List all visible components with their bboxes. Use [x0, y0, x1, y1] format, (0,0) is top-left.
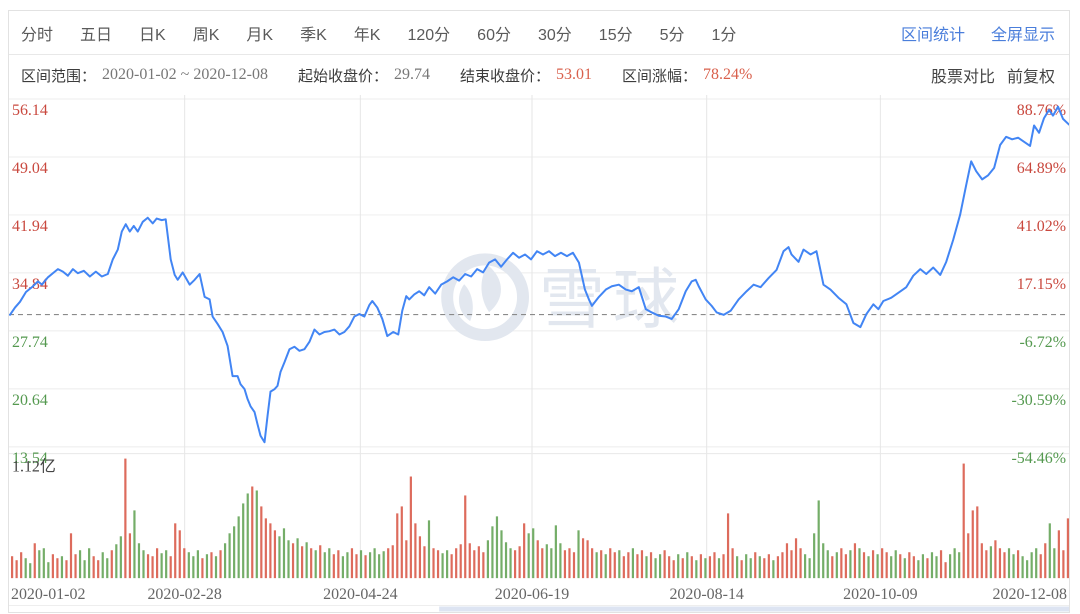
- range-stats-row: 区间范围： 2020-01-02 ~ 2020-12-08 起始收盘价： 29.…: [9, 55, 1069, 95]
- svg-text:64.89%: 64.89%: [1017, 160, 1066, 177]
- change-label: 区间涨幅：: [622, 67, 698, 85]
- svg-text:27.74: 27.74: [12, 334, 48, 351]
- range-stats: 区间范围： 2020-01-02 ~ 2020-12-08 起始收盘价： 29.…: [21, 65, 752, 86]
- svg-text:56.14: 56.14: [12, 102, 48, 119]
- y-axis-percent-labels: 88.76%64.89%41.02%17.15%-6.72%-30.59%-54…: [1011, 102, 1066, 467]
- adjust-mode-button[interactable]: 前复权: [1006, 69, 1055, 86]
- tab-1min[interactable]: 1分: [711, 26, 737, 44]
- svg-text:2020-08-14: 2020-08-14: [669, 586, 743, 603]
- stock-compare-button[interactable]: 股票对比: [930, 69, 995, 86]
- svg-text:2020-06-19: 2020-06-19: [495, 586, 569, 603]
- volume-bars: [10, 458, 1069, 579]
- svg-text:2020-10-09: 2020-10-09: [843, 586, 917, 603]
- tab-15min[interactable]: 15分: [598, 26, 633, 44]
- tab-yearly-k[interactable]: 年K: [353, 26, 381, 44]
- volume-max-label: 1.12亿: [12, 458, 56, 476]
- tab-60min[interactable]: 60分: [477, 26, 511, 44]
- svg-text:-54.46%: -54.46%: [1011, 450, 1066, 467]
- period-toolbar: 分时 五日 日K 周K 月K 季K 年K 120分 60分 30分 15分 5分 1分 区间统计 全屏显…: [9, 11, 1069, 55]
- xueqiu-watermark-logo: 雪球: [441, 253, 687, 342]
- svg-text:-30.59%: -30.59%: [1011, 392, 1066, 409]
- change-value: 78.24%: [703, 66, 753, 83]
- tab-monthly-k[interactable]: 月K: [246, 26, 274, 44]
- tab-quarterly-k[interactable]: 季K: [300, 26, 327, 44]
- tab-fenshi[interactable]: 分时: [21, 26, 54, 44]
- y-axis-price-labels: 56.14 49.04 41.94 34.84 27.74 20.64 13.54: [12, 102, 48, 467]
- scrollbar-thumb[interactable]: [439, 606, 1069, 612]
- svg-text:41.02%: 41.02%: [1017, 218, 1066, 235]
- grid: [9, 95, 1069, 579]
- svg-text:49.04: 49.04: [12, 160, 48, 177]
- tab-5day[interactable]: 五日: [80, 26, 113, 44]
- svg-text:20.64: 20.64: [12, 392, 48, 409]
- svg-text:2020-04-24: 2020-04-24: [323, 586, 397, 603]
- tab-5min[interactable]: 5分: [659, 26, 685, 44]
- tab-daily-k[interactable]: 日K: [139, 26, 166, 44]
- svg-text:17.15%: 17.15%: [1017, 276, 1066, 293]
- period-tabs: 分时 五日 日K 周K 月K 季K 年K 120分 60分 30分 15分 5分 1分: [21, 21, 736, 45]
- svg-text:2020-12-08: 2020-12-08: [993, 586, 1067, 603]
- end-close-label: 结束收盘价：: [460, 67, 551, 85]
- price-line: [9, 105, 1069, 444]
- start-close-value: 29.74: [394, 66, 430, 83]
- start-close-label: 起始收盘价：: [297, 67, 388, 85]
- range-stats-link[interactable]: 区间统计: [900, 26, 965, 44]
- range-label: 区间范围：: [21, 67, 97, 85]
- svg-text:-6.72%: -6.72%: [1019, 334, 1066, 351]
- svg-text:41.94: 41.94: [12, 218, 48, 235]
- svg-text:2020-01-02: 2020-01-02: [11, 586, 85, 603]
- price-volume-chart: 雪球56.1449.0441.9434.8427.7420.6413.5488.…: [9, 95, 1069, 612]
- tab-30min[interactable]: 30分: [537, 26, 572, 44]
- tab-120min[interactable]: 120分: [407, 26, 451, 44]
- chart-options: 股票对比 前复权: [931, 63, 1055, 87]
- xueqiu-watermark-text: 雪球: [539, 262, 687, 336]
- tab-weekly-k[interactable]: 周K: [192, 26, 220, 44]
- svg-text:2020-02-28: 2020-02-28: [147, 586, 221, 603]
- svg-text:13.54: 13.54: [12, 450, 48, 467]
- end-close-value: 53.01: [556, 66, 593, 83]
- chart-plot-area[interactable]: 雪球 56.14 49.04 41.94 34.84 27.74 20.64 13.54 88.…: [9, 95, 1069, 612]
- stock-chart-panel: 分时 五日 日K 周K 月K 季K 年K 120分 60分 30分 15分 5分 1分 区间统计 全屏显…: [8, 10, 1070, 613]
- fullscreen-link[interactable]: 全屏显示: [990, 26, 1055, 44]
- toolbar-links: 区间统计 全屏显示: [901, 21, 1055, 45]
- range-value: 2020-01-02 ~ 2020-12-08: [102, 66, 268, 83]
- x-axis-date-labels: 2020-01-02 2020-02-28 2020-04-24 2020-06-19…: [11, 586, 1067, 603]
- svg-text:34.84: 34.84: [12, 276, 48, 293]
